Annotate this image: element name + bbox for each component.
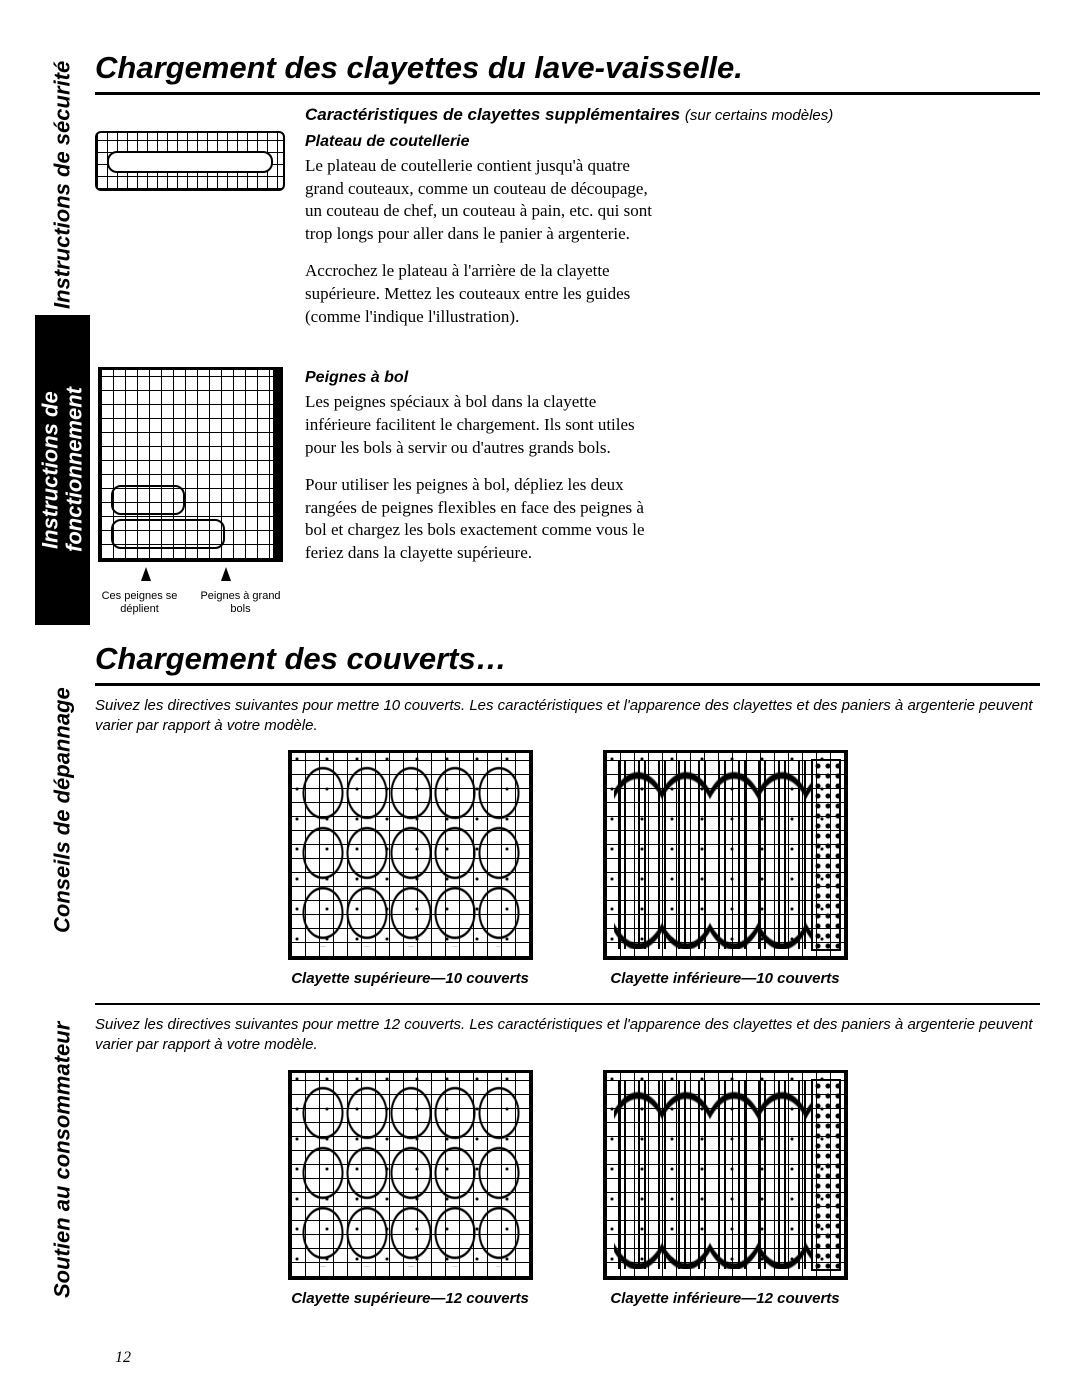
rack-captions: Ces peignes se déplient Peignes à grand … <box>95 590 285 616</box>
rack-caption-2: Peignes à grand bols <box>196 590 285 616</box>
rack-pair-10: Clayette supérieure—10 couverts Clayette… <box>95 750 1040 987</box>
page-number: 12 <box>115 1349 131 1367</box>
intro-12: Suivez les directives suivantes pour met… <box>95 1015 1040 1056</box>
knife-tray-icon <box>95 131 285 191</box>
sidebar-tab-depannage[interactable]: Conseils de dépannage <box>35 665 90 955</box>
lower-rack-icon <box>98 367 283 562</box>
feature-peignes-text: Peignes à bol Les peignes spéciaux à bol… <box>305 367 1040 616</box>
fig-upper-10: Clayette supérieure—10 couverts <box>288 750 533 987</box>
section2-title: Chargement des couverts… <box>95 641 1040 686</box>
fig-lower-10: Clayette inférieure—10 couverts <box>603 750 848 987</box>
label-lower-10: Clayette inférieure—10 couverts <box>610 970 839 987</box>
feature2-p2: Pour utiliser les peignes à bol, dépliez… <box>305 474 665 566</box>
rack-illustration: Ces peignes se déplient Peignes à grand … <box>95 367 285 616</box>
feature2-heading: Peignes à bol <box>305 367 1040 389</box>
fig-lower-12: Clayette inférieure—12 couverts <box>603 1070 848 1307</box>
feature1-p2: Accrochez le plateau à l'arrière de la c… <box>305 260 665 329</box>
section1-subhead: Caractéristiques de clayettes supplément… <box>305 105 1040 125</box>
upper-rack-12-icon <box>288 1070 533 1280</box>
upper-rack-10-icon <box>288 750 533 960</box>
label-lower-12: Clayette inférieure—12 couverts <box>610 1290 839 1307</box>
feature1-p1: Le plateau de coutellerie contient jusqu… <box>305 155 665 247</box>
page: Instructions de sécurité Instructions de… <box>0 0 1080 1397</box>
subhead-note: (sur certains modèles) <box>685 107 833 124</box>
separator <box>95 1003 1040 1005</box>
intro-10: Suivez les directives suivantes pour met… <box>95 696 1040 737</box>
section1-title: Chargement des clayettes du lave-vaissel… <box>95 50 1040 95</box>
fig-upper-12: Clayette supérieure—12 couverts <box>288 1070 533 1307</box>
feature-coutellerie-text: Plateau de coutellerie Le plateau de cou… <box>305 131 1040 343</box>
label-upper-12: Clayette supérieure—12 couverts <box>291 1290 529 1307</box>
sidebar-tab-fonctionnement[interactable]: Instructions de fonctionnement <box>35 315 90 625</box>
rack-caption-1: Ces peignes se déplient <box>95 590 184 616</box>
feature-coutellerie: Plateau de coutellerie Le plateau de cou… <box>95 131 1040 343</box>
rack-pair-12: Clayette supérieure—12 couverts Clayette… <box>95 1070 1040 1307</box>
feature1-heading: Plateau de coutellerie <box>305 131 1040 153</box>
arrow-icon <box>221 567 231 581</box>
feature-peignes: Ces peignes se déplient Peignes à grand … <box>95 367 1040 616</box>
sidebar-tabs: Instructions de sécurité Instructions de… <box>35 55 90 1355</box>
content-area: Chargement des clayettes du lave-vaissel… <box>95 50 1040 1307</box>
tray-illustration <box>95 131 285 343</box>
feature2-p1: Les peignes spéciaux à bol dans la claye… <box>305 391 665 460</box>
subhead-main: Caractéristiques de clayettes supplément… <box>305 105 680 124</box>
lower-rack-10-icon <box>603 750 848 960</box>
label-upper-10: Clayette supérieure—10 couverts <box>291 970 529 987</box>
sidebar-tab-consommateur[interactable]: Soutien au consommateur <box>35 985 90 1335</box>
arrow-icon <box>141 567 151 581</box>
sidebar-tab-securite[interactable]: Instructions de sécurité <box>35 55 90 315</box>
lower-rack-12-icon <box>603 1070 848 1280</box>
